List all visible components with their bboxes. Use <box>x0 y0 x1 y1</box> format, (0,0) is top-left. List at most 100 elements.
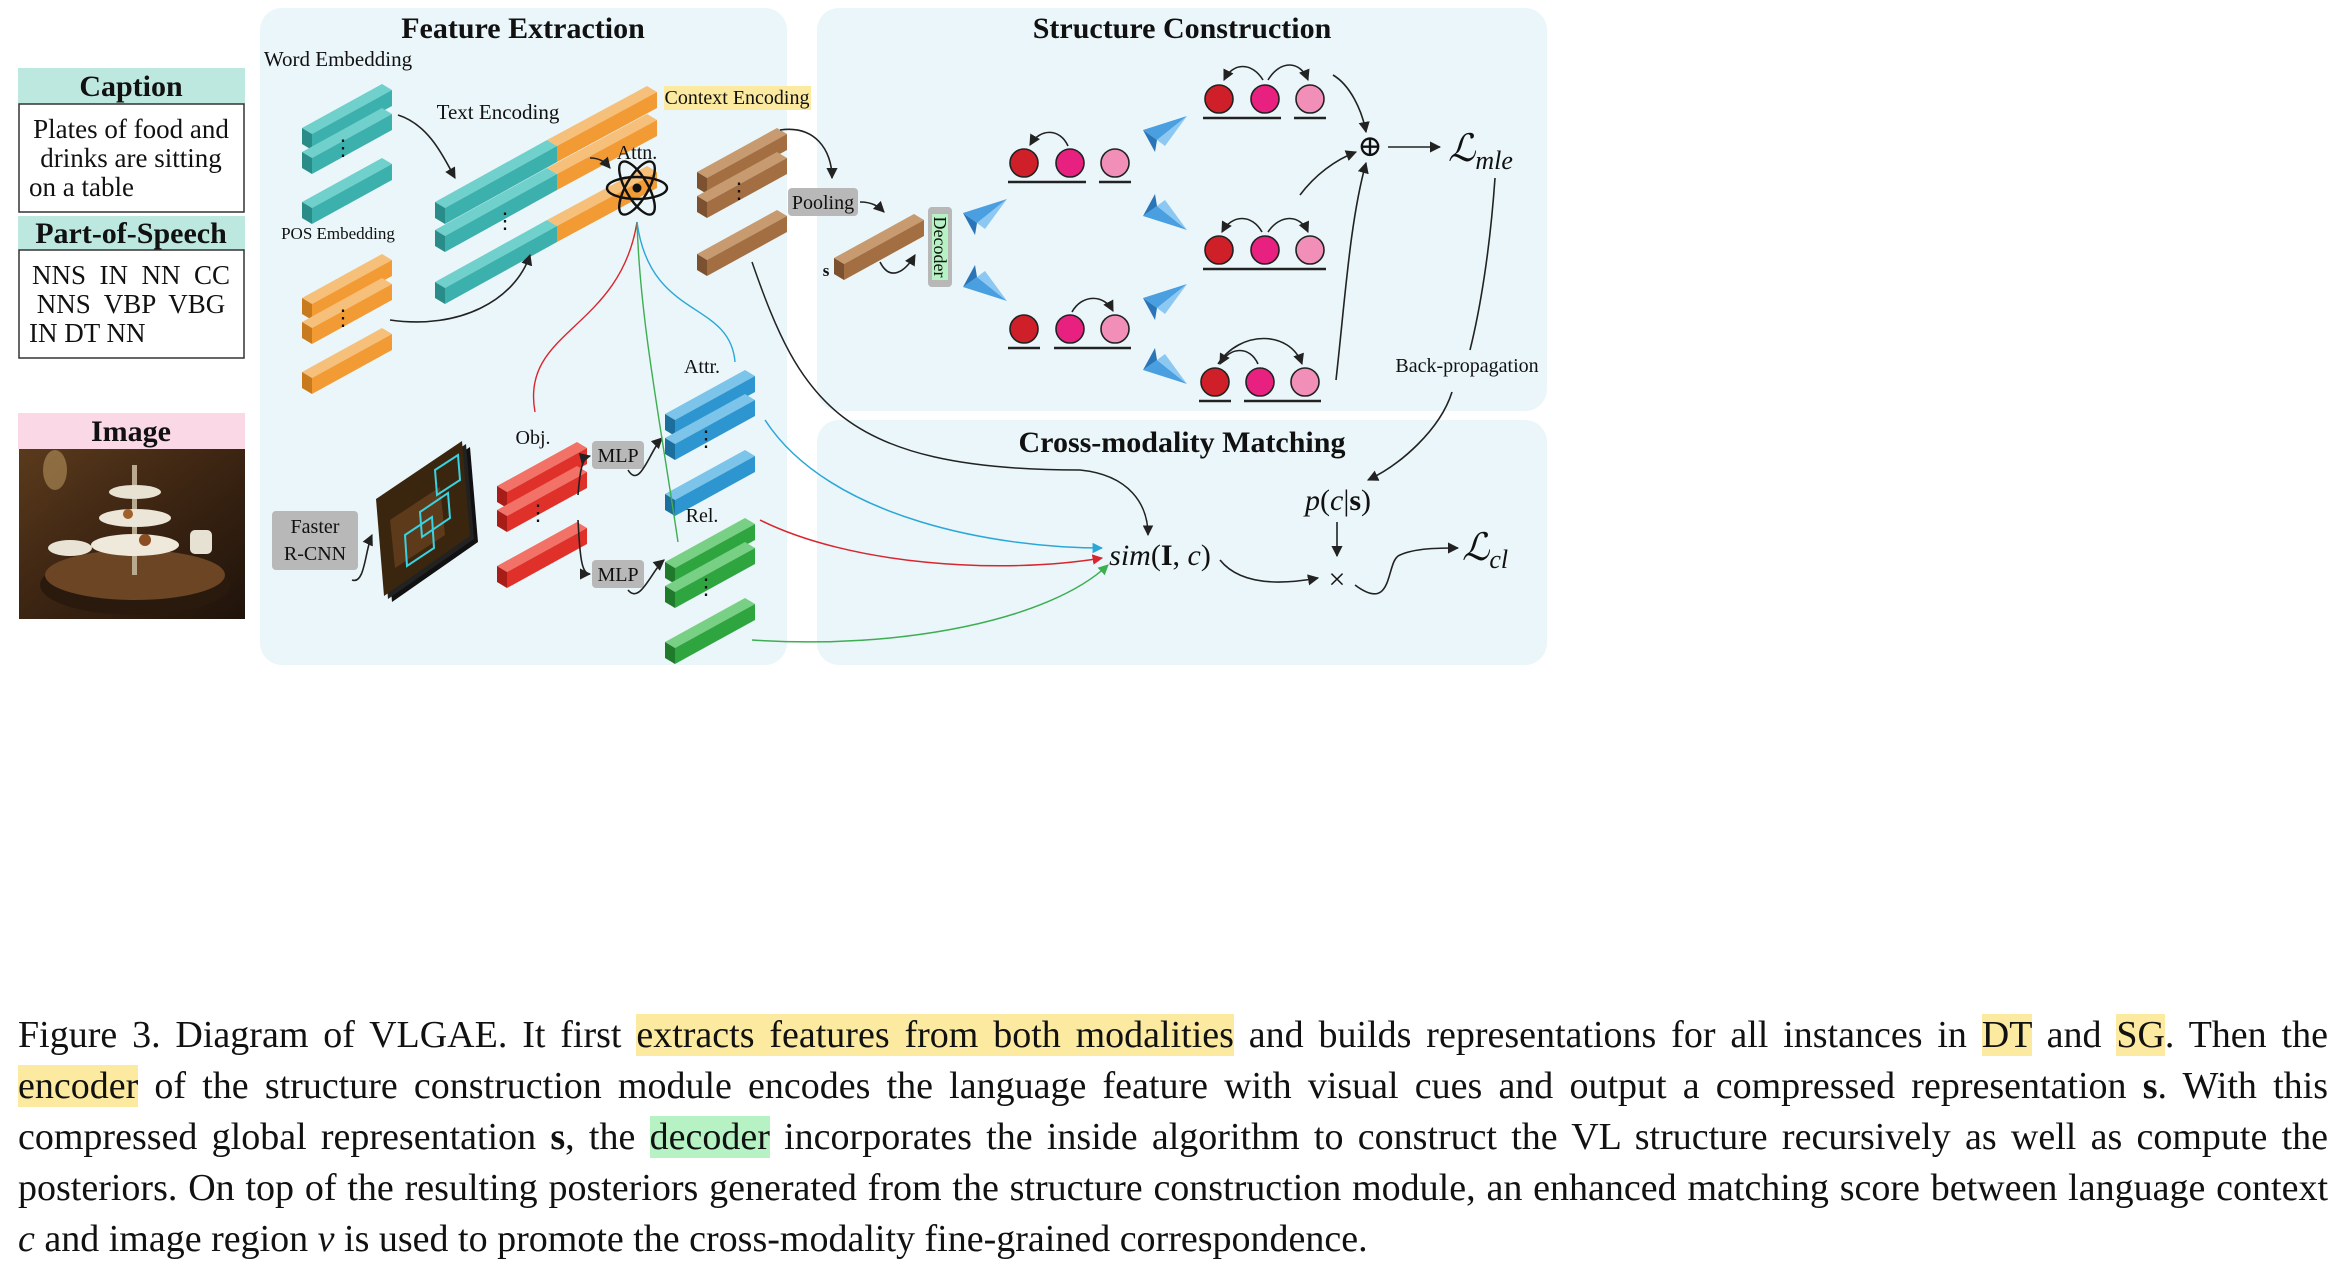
decoder-highlight <box>932 214 948 280</box>
context-encoding-label: Context Encoding <box>665 87 810 109</box>
caption-highlight-sg: SG <box>2116 1014 2165 1056</box>
attr-to-attn-line <box>636 221 736 363</box>
caption-part-7: , the <box>565 1116 650 1158</box>
text-encoding-dots: ⋮ <box>494 208 516 233</box>
word-embedding-dots: ⋮ <box>332 135 354 160</box>
attr-label: Attr. <box>684 356 720 378</box>
caption-line-1: Plates of food and <box>33 114 229 144</box>
caption-math-c: c <box>18 1218 35 1260</box>
faster-label: Faster <box>291 516 340 538</box>
rel-to-attn-line <box>636 221 679 543</box>
caption-highlight-encoder: encoder <box>18 1065 139 1107</box>
context-to-sim <box>751 261 1154 537</box>
caption-part-9: and image region <box>34 1218 318 1260</box>
mlp-attr-label: MLP <box>597 445 638 467</box>
pos-line-1: NNS IN NN CC <box>32 260 230 290</box>
attention-icon <box>605 160 669 216</box>
span-tree-right-3 <box>1199 337 1321 403</box>
span-tree-mid-top <box>1008 131 1131 184</box>
arrow-tree1-to-sum <box>1332 74 1370 134</box>
arrow-obj-to-mlp-attr <box>577 453 592 496</box>
caption-highlight-dt: DT <box>1981 1014 2032 1056</box>
span-tree-right-1 <box>1203 64 1326 120</box>
relation-dots: ⋮ <box>695 574 717 599</box>
span-tree-right-2 <box>1203 217 1326 271</box>
caption-line-2: drinks are sitting <box>40 143 221 173</box>
attr-to-sim <box>764 419 1104 554</box>
arrow-times-to-lcl <box>1354 542 1460 595</box>
caption-part-6: . With this compressed global representa… <box>18 1065 2328 1158</box>
object-dots: ⋮ <box>527 500 549 525</box>
obj-label: Obj. <box>516 427 551 449</box>
arrow-pos-to-text <box>389 253 533 323</box>
caption-part-10: is used to promote the cross-modality fi… <box>334 1218 1368 1260</box>
pos-text-box <box>18 249 245 359</box>
sim-score: sim(I, c) <box>1109 539 1211 572</box>
caption-part-1: Figure 3. Diagram of VLGAE. It first <box>18 1014 637 1056</box>
arrow-s-to-decoder <box>879 254 916 274</box>
caption-math-v: v <box>317 1218 335 1260</box>
times-icon: × <box>1329 563 1346 596</box>
pos-embedding-label: POS Embedding <box>281 224 395 243</box>
l-mle: ℒmle <box>1448 128 1513 175</box>
caption-part-4: . Then the <box>2164 1014 2328 1056</box>
image-header-label: Image <box>91 415 171 448</box>
caption-line-3: on a table <box>29 172 134 202</box>
mlp-rel-label: MLP <box>597 564 638 586</box>
decoder-label: Decoder <box>930 217 950 278</box>
cross-modality-panel <box>817 420 1547 665</box>
pos-embedding-dots: ⋮ <box>332 305 354 330</box>
back-prop-line <box>1469 177 1496 351</box>
caption-math-s-1: s <box>2142 1065 2158 1107</box>
rcnn-label: R-CNN <box>284 543 346 565</box>
arrow-context-to-pooling <box>779 128 838 180</box>
rel-label: Rel. <box>686 505 719 527</box>
caption-part-5: of the structure construction module enc… <box>138 1065 2143 1107</box>
posterior: p(c|s) <box>1303 484 1371 517</box>
l-cl: ℒcl <box>1462 527 1508 574</box>
s-label: s <box>823 261 830 280</box>
arrow-pooling-to-s <box>859 200 885 213</box>
caption-math-s-2: s <box>550 1116 566 1158</box>
caption-header <box>18 68 245 104</box>
arrow-obj-to-mlp-rel <box>577 519 592 580</box>
caption-header-label: Caption <box>79 70 183 103</box>
arrow-mlp-to-attr <box>627 437 663 477</box>
attribute-dots: ⋮ <box>695 426 717 451</box>
image-header <box>18 413 245 449</box>
pos-line-3: IN DT NN <box>29 318 146 348</box>
figure-caption: Figure 3. Diagram of VLGAE. It first ext… <box>18 1010 2328 1265</box>
text-encoding-label: Text Encoding <box>437 100 560 124</box>
mlp-attr-box <box>592 441 644 469</box>
pooling-label: Pooling <box>792 192 854 214</box>
arrow-tree2-to-sum <box>1299 150 1358 196</box>
caption-part-8: incorporates the inside algorithm to con… <box>18 1116 2329 1209</box>
image-stack <box>376 441 478 602</box>
caption-part-3: and <box>2031 1014 2117 1056</box>
pos-header-label: Part-of-Speech <box>35 217 227 250</box>
cross-modality-title: Cross-modality Matching <box>1019 426 1346 459</box>
faster-rcnn-box <box>272 511 358 570</box>
context-encoding-highlight <box>664 86 811 110</box>
rel-bottom-to-sim <box>751 564 1109 643</box>
caption-highlight-decoder: decoder <box>649 1116 770 1158</box>
back-prop-to-posterior <box>1366 391 1453 481</box>
caption-highlight-extracts: extracts features from both modalities <box>636 1014 1234 1056</box>
vlgae-diagram: Feature Extraction Structure Constructio… <box>18 8 1547 665</box>
context-encoding-dots: ⋮ <box>728 178 750 203</box>
span-tree-mid-bottom <box>1008 297 1131 350</box>
sum-icon: ⊕ <box>1357 130 1382 163</box>
arrow-text-to-attn <box>589 156 611 169</box>
caption-part-2: and builds representations for all insta… <box>1233 1014 1982 1056</box>
back-propagation-label: Back-propagation <box>1395 355 1538 377</box>
food-photo <box>19 449 245 619</box>
pos-header <box>18 216 245 250</box>
pooling-box <box>788 188 858 216</box>
arrow-word-to-text <box>397 114 456 179</box>
structure-construction-title: Structure Construction <box>1033 12 1332 45</box>
rel-to-sim <box>759 519 1104 567</box>
caption-text-box <box>18 103 245 213</box>
arrow-rcnn-to-image <box>351 533 373 582</box>
obj-to-attn-line <box>532 221 638 413</box>
pos-line-2: NNS VBP VBG <box>37 289 226 319</box>
